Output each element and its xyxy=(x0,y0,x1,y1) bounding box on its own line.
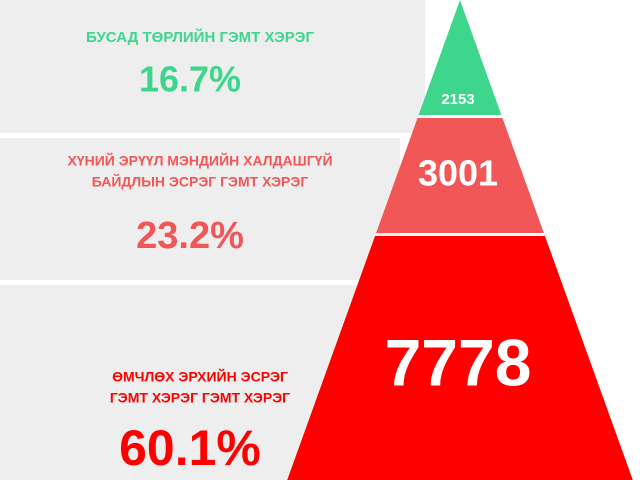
panel xyxy=(0,138,400,280)
tier-share: 60.1% xyxy=(119,420,261,476)
tier-count: 7778 xyxy=(385,325,532,399)
pyramid-tier xyxy=(376,118,544,233)
panel xyxy=(0,0,425,133)
tier-share: 16.7% xyxy=(139,59,241,100)
tier-share: 23.2% xyxy=(136,215,244,257)
tier-count: 2153 xyxy=(441,91,474,108)
tier-label: БУСАД ТӨРЛИЙН ГЭМТ ХЭРЭГ xyxy=(86,28,314,46)
tier-label: ХҮНИЙ ЭРҮҮЛ МЭНДИЙН ХАЛДАШГҮЙ xyxy=(67,152,332,169)
tier-label: ГЭМТ ХЭРЭГ ГЭМТ ХЭРЭГ xyxy=(110,390,290,406)
labels: 2153 БУСАД ТӨРЛИЙН ГЭМТ ХЭРЭГ 16.7% 3001 ХҮН… xyxy=(67,28,531,476)
tier-label: БАЙДЛЫН ЭСРЭГ ГЭМТ ХЭРЭГ xyxy=(92,173,309,190)
tier-label: ӨМЧЛӨХ ЭРХИЙН ЭСРЭГ xyxy=(112,368,288,385)
tier-count: 3001 xyxy=(418,153,498,194)
pyramid-tier xyxy=(287,236,633,480)
pyramid xyxy=(287,0,633,480)
pyramid-tier xyxy=(418,0,502,115)
